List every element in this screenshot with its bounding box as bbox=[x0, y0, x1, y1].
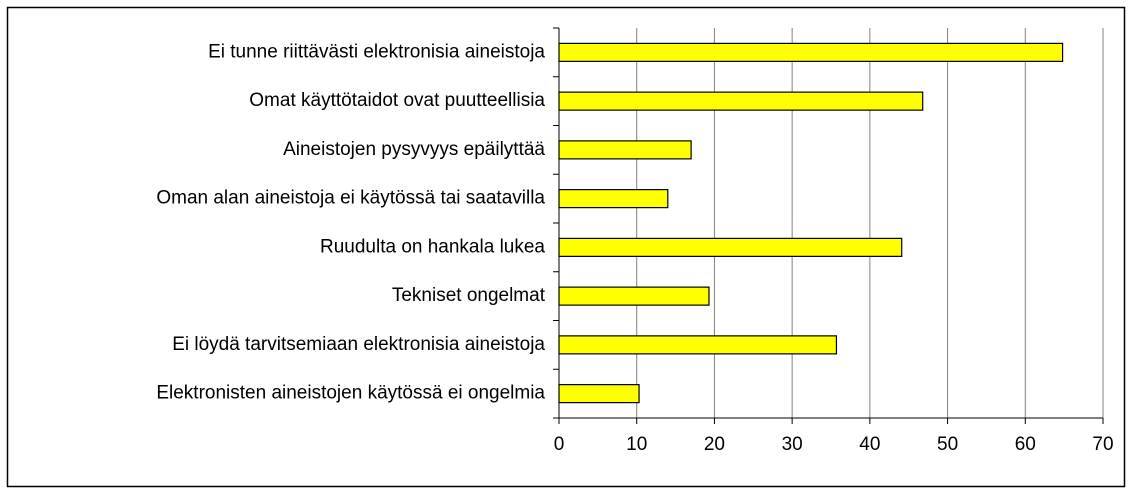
x-tick-label: 30 bbox=[782, 434, 803, 455]
x-tick-label: 40 bbox=[859, 434, 880, 455]
x-tick-label: 70 bbox=[1092, 434, 1113, 455]
bar bbox=[558, 237, 903, 257]
x-tick-label: 10 bbox=[626, 434, 647, 455]
bar bbox=[558, 91, 924, 111]
y-tick-label: Oman alan aineistoja ei käytössä tai saa… bbox=[156, 188, 545, 209]
x-tick-label: 0 bbox=[554, 434, 565, 455]
bar bbox=[558, 140, 692, 160]
y-tick-label: Omat käyttötaidot ovat puutteellisia bbox=[249, 90, 545, 111]
bar bbox=[558, 286, 710, 306]
x-tick-label: 50 bbox=[937, 434, 958, 455]
y-tick-label: Aineistojen pysyvyys epäilyttää bbox=[283, 139, 545, 160]
bar bbox=[558, 42, 1064, 62]
y-tick-label: Elektronisten aineistojen käytössä ei on… bbox=[156, 383, 545, 404]
bar bbox=[558, 335, 838, 355]
bar bbox=[558, 189, 669, 209]
y-tick-label: Ei tunne riittävästi elektronisia aineis… bbox=[208, 41, 545, 62]
x-tick-label: 20 bbox=[704, 434, 725, 455]
y-tick-label: Tekniset ongelmat bbox=[392, 285, 546, 306]
x-tick-label: 60 bbox=[1015, 434, 1036, 455]
y-tick-label: Ei löydä tarvitsemiaan elektronisia aine… bbox=[172, 334, 545, 355]
bar bbox=[558, 384, 640, 404]
y-tick-label: Ruudulta on hankala lukea bbox=[320, 236, 545, 257]
